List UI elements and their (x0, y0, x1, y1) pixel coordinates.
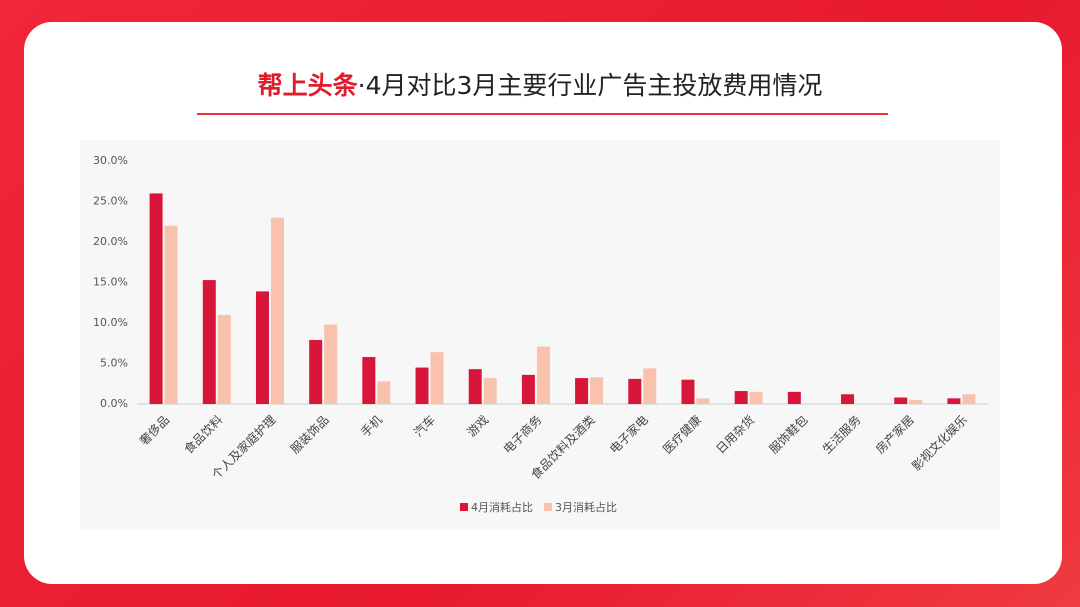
bar (362, 357, 376, 404)
bar (309, 340, 323, 404)
bar (324, 324, 338, 404)
bar (415, 367, 429, 404)
bar (270, 217, 284, 404)
plot-background (80, 140, 1000, 530)
bar (483, 378, 497, 404)
bar (430, 352, 444, 404)
y-tick-label: 5.0% (100, 357, 128, 370)
y-tick-label: 30.0% (93, 154, 128, 167)
bar (575, 378, 589, 404)
bar (217, 314, 231, 404)
brand: 帮上头条 (257, 71, 358, 100)
title: 帮上头条·4月对比3月主要行业广告主投放费用情况 (0, 66, 1080, 102)
y-tick-label: 25.0% (93, 195, 128, 208)
y-tick-label: 15.0% (93, 276, 128, 289)
bar (787, 391, 801, 404)
bar (521, 374, 535, 404)
bar (734, 391, 748, 404)
bar (255, 291, 269, 404)
bar (696, 398, 710, 404)
bar (749, 391, 763, 404)
bar (643, 368, 657, 404)
bar (164, 225, 178, 404)
bar (894, 397, 908, 404)
bar (628, 378, 642, 404)
legend-swatch (544, 503, 552, 511)
legend-label: 4月消耗占比 (471, 500, 533, 514)
bar (947, 398, 961, 404)
bar (962, 394, 976, 404)
legend-swatch (460, 503, 468, 511)
legend-label: 3月消耗占比 (555, 500, 617, 514)
bar (681, 379, 695, 404)
title-rule (197, 113, 888, 115)
y-tick-label: 10.0% (93, 316, 128, 329)
y-tick-label: 0.0% (100, 397, 128, 410)
bar (909, 399, 923, 404)
title-text: ·4月对比3月主要行业广告主投放费用情况 (357, 71, 823, 100)
bar (149, 193, 163, 404)
bar (377, 381, 391, 404)
bar (590, 377, 604, 404)
bar (536, 346, 550, 404)
bar (202, 280, 216, 404)
bar (468, 369, 482, 404)
y-tick-label: 20.0% (93, 235, 128, 248)
bar (841, 394, 855, 404)
